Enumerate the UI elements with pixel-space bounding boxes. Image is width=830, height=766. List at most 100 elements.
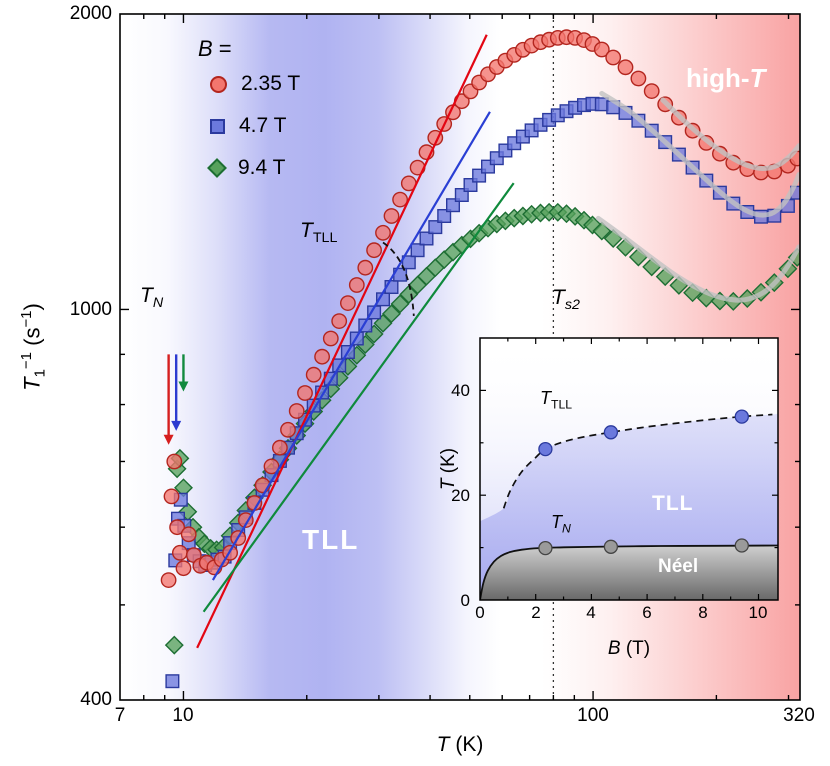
data-point (322, 330, 339, 347)
inset-x-tick-0: 0 (475, 603, 485, 622)
inset-tn-point (734, 538, 749, 553)
high-t-fit-curve (599, 90, 800, 218)
legend-label-47T: 4.7 T (239, 114, 287, 137)
data-point (375, 224, 391, 241)
data-point (366, 242, 382, 259)
inset-neel-region (480, 545, 778, 600)
legend-item-47T: 4.7 T (196, 106, 300, 146)
inset-y-axis-symbol: T (438, 478, 459, 491)
data-point (280, 421, 296, 438)
y-axis-label-sup: −1 (18, 352, 35, 370)
high-t-region-label: high-T (686, 63, 766, 94)
legend-title-symbol: B (198, 36, 213, 61)
legend-label-94T: 9.4 T (238, 156, 286, 179)
x-axis-label-unit: (K) (449, 733, 484, 756)
x-axis-label: T (K) (390, 733, 530, 757)
data-point (164, 635, 184, 655)
data-point (410, 243, 425, 258)
inset-tn-sub: N (562, 521, 571, 536)
data-point (357, 259, 374, 276)
data-point (331, 313, 348, 329)
ttll-symbol: T (300, 219, 313, 242)
legend-item-94T: 9.4 T (196, 148, 300, 188)
legend-title: B = (196, 36, 300, 62)
plot-frame (119, 13, 801, 701)
tn-sub: N (152, 295, 164, 312)
tn-arrow-head (178, 381, 189, 392)
data-point (593, 41, 610, 58)
ttll-sub: TLL (312, 230, 338, 247)
y-axis-label-sub: 1 (31, 369, 49, 378)
inset-ttll-symbol: T (540, 388, 551, 408)
tn-annotation: TN (140, 284, 163, 312)
red-circle-marker-icon (210, 75, 227, 93)
inset-y-axis-unit: (K) (438, 447, 459, 479)
inset-ttll-annotation: TTLL (540, 388, 572, 412)
ts2-symbol: T (552, 286, 565, 309)
data-point (392, 191, 408, 208)
inset-ttll-dashed-curve (502, 413, 773, 509)
high-t-symbol: T (749, 63, 766, 93)
inset-neel-region-label: Néel (658, 556, 699, 577)
data-point (263, 458, 280, 475)
inset-x-axis-symbol: B (607, 638, 621, 659)
inset-phase-diagram (479, 337, 779, 601)
legend: B = 2.35 T 4.7 T 9.4 T (196, 36, 300, 188)
ts2-annotation: Ts2 (552, 286, 580, 314)
data-point (339, 295, 356, 311)
x-tick-10: 10 (172, 705, 194, 726)
inset-tn-symbol: T (551, 512, 562, 532)
high-t-fit-curve (660, 97, 800, 172)
green-diamond-marker-icon (207, 158, 227, 178)
y-tick-2000: 2000 (69, 3, 112, 24)
inset-y-tick-20: 20 (451, 486, 470, 505)
data-point (288, 403, 305, 419)
inset-x-axis-unit: (T) (620, 638, 651, 659)
tll-region-label: TLL (302, 524, 360, 555)
inset-y-axis-label: T (K) (438, 394, 460, 544)
power-law-fit-line (196, 34, 488, 649)
inset-y-tick-0: 0 (460, 591, 470, 610)
data-point (254, 477, 271, 494)
y-axis-label: T1−1 (s−1) (18, 232, 49, 462)
data-point (169, 519, 186, 536)
ttll-dashed-arc (382, 241, 415, 316)
ttll-annotation: TTLL (300, 219, 337, 247)
inset-x-tick-6: 6 (642, 603, 652, 622)
data-point (166, 453, 183, 470)
inset-ticks (480, 338, 778, 600)
inset-ttll-point (603, 425, 619, 440)
inset-ttll-point (538, 441, 553, 457)
data-point (383, 208, 400, 224)
data-point (446, 198, 461, 213)
data-point (382, 304, 401, 324)
legend-item-235T: 2.35 T (196, 64, 300, 104)
y-axis-label-unit: (s (19, 327, 45, 352)
axis-ticks (120, 14, 800, 700)
legend-label-235T: 2.35 T (241, 72, 301, 95)
data-point (271, 439, 288, 456)
inset-frame (479, 337, 779, 601)
tn-arrow-head (163, 434, 174, 445)
inset-y-tick-40: 40 (451, 381, 470, 400)
ts2-sub: s2 (564, 297, 580, 314)
data-point (605, 49, 622, 66)
x-tick-7: 7 (114, 705, 126, 726)
y-axis-label-unit-close: ) (19, 303, 45, 311)
data-point (419, 231, 434, 246)
inset-x-axis-label: B (T) (589, 638, 669, 660)
data-point (163, 488, 180, 505)
data-point (314, 348, 330, 365)
data-point (180, 526, 197, 543)
data-point (428, 220, 443, 235)
inset-tn-annotation: TN (551, 512, 571, 536)
data-point (643, 83, 660, 100)
data-point (165, 674, 180, 689)
high-t-text: high- (686, 63, 750, 93)
y-axis-label-unit-sup: −1 (18, 310, 35, 328)
tn-arrow-head (171, 420, 182, 431)
inset-tn-curve (480, 544, 778, 600)
data-point (401, 255, 416, 270)
